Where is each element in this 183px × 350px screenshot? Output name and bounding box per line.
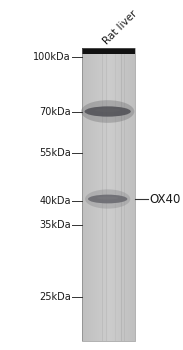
Bar: [121, 48, 122, 341]
Bar: [115, 48, 116, 341]
Text: 70kDa: 70kDa: [39, 106, 71, 117]
Text: 25kDa: 25kDa: [39, 292, 71, 302]
Text: 40kDa: 40kDa: [39, 196, 71, 206]
Bar: [82, 48, 135, 341]
Bar: [106, 48, 107, 341]
Bar: [102, 48, 103, 341]
Ellipse shape: [97, 196, 119, 200]
Ellipse shape: [85, 106, 131, 117]
Ellipse shape: [88, 195, 127, 203]
Ellipse shape: [95, 108, 120, 112]
Bar: [82, 48, 135, 54]
Text: Rat liver: Rat liver: [101, 8, 139, 46]
Text: 55kDa: 55kDa: [39, 148, 71, 158]
Text: 35kDa: 35kDa: [39, 220, 71, 230]
Text: 100kDa: 100kDa: [33, 51, 71, 62]
Ellipse shape: [81, 100, 134, 123]
Text: OX40: OX40: [150, 193, 181, 205]
Ellipse shape: [85, 189, 130, 209]
Bar: [124, 48, 125, 341]
